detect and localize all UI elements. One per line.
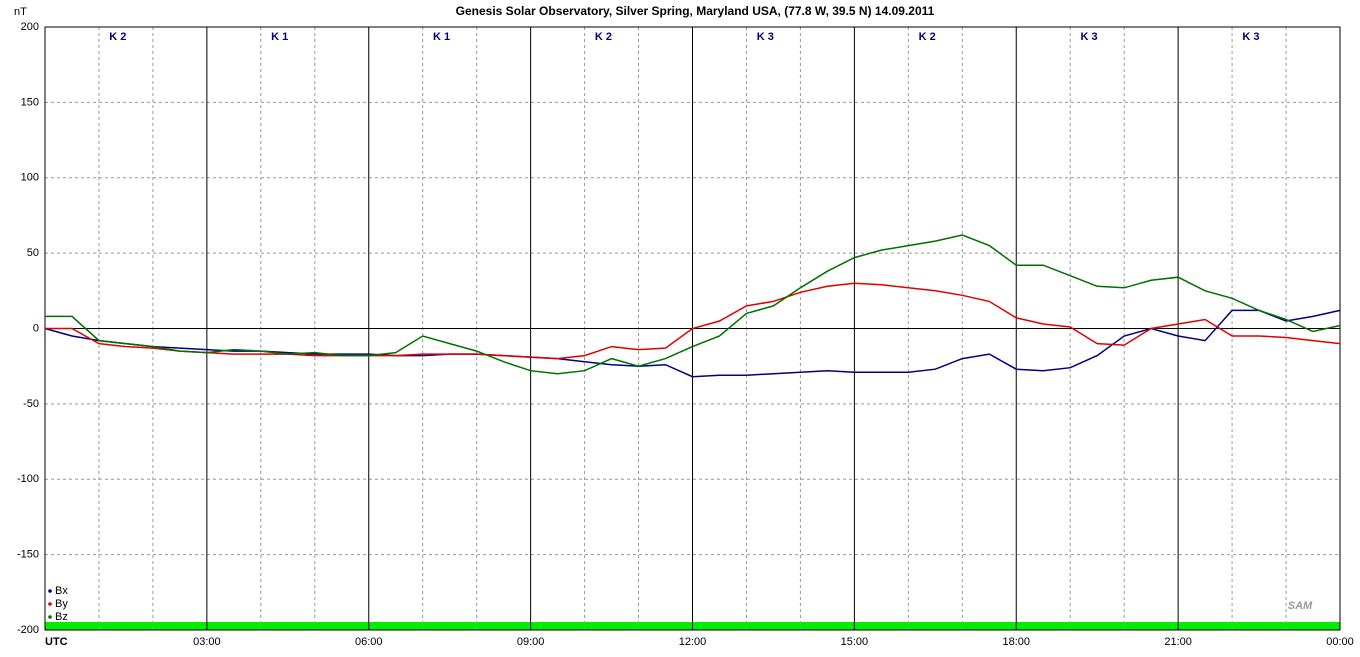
k-index-label: K 2 — [595, 31, 612, 43]
chart-title: Genesis Solar Observatory, Silver Spring… — [456, 4, 935, 18]
y-tick-label: 50 — [27, 247, 39, 259]
x-tick-label: 00:00 — [1326, 636, 1354, 648]
x-tick-label: 06:00 — [355, 636, 383, 648]
legend-label: Bx — [55, 585, 68, 597]
x-tick-label: 15:00 — [841, 636, 869, 648]
legend-marker — [48, 615, 52, 619]
legend-label: Bz — [55, 611, 68, 623]
x-tick-label: 21:00 — [1164, 636, 1192, 648]
y-tick-label: 200 — [21, 21, 39, 33]
y-tick-label: -200 — [17, 624, 39, 636]
x-tick-label: UTC — [45, 636, 68, 648]
series-line — [45, 282, 1341, 360]
k-index-label: K 3 — [757, 31, 774, 43]
legend-marker — [48, 589, 52, 593]
series-line — [45, 234, 1341, 375]
legend-label: By — [55, 598, 68, 610]
y-tick-label: 0 — [33, 322, 39, 334]
y-tick-label: 100 — [21, 172, 39, 184]
k-index-label: K 2 — [919, 31, 936, 43]
x-tick-label: 03:00 — [193, 636, 221, 648]
x-tick-label: 18:00 — [1002, 636, 1030, 648]
k-index-label: K 1 — [271, 31, 288, 43]
y-axis-label: nT — [14, 6, 27, 18]
y-tick-label: -150 — [17, 549, 39, 561]
k-index-label: K 1 — [433, 31, 450, 43]
k-index-label: K 3 — [1081, 31, 1098, 43]
y-tick-label: 150 — [21, 96, 39, 108]
y-tick-label: -50 — [23, 398, 39, 410]
x-tick-label: 12:00 — [679, 636, 707, 648]
legend-marker — [48, 602, 52, 606]
k-index-label: K 3 — [1242, 31, 1259, 43]
k-index-label: K 2 — [109, 31, 126, 43]
logo: SAM — [1288, 600, 1313, 612]
y-tick-label: -100 — [17, 473, 39, 485]
x-tick-label: 09:00 — [517, 636, 545, 648]
